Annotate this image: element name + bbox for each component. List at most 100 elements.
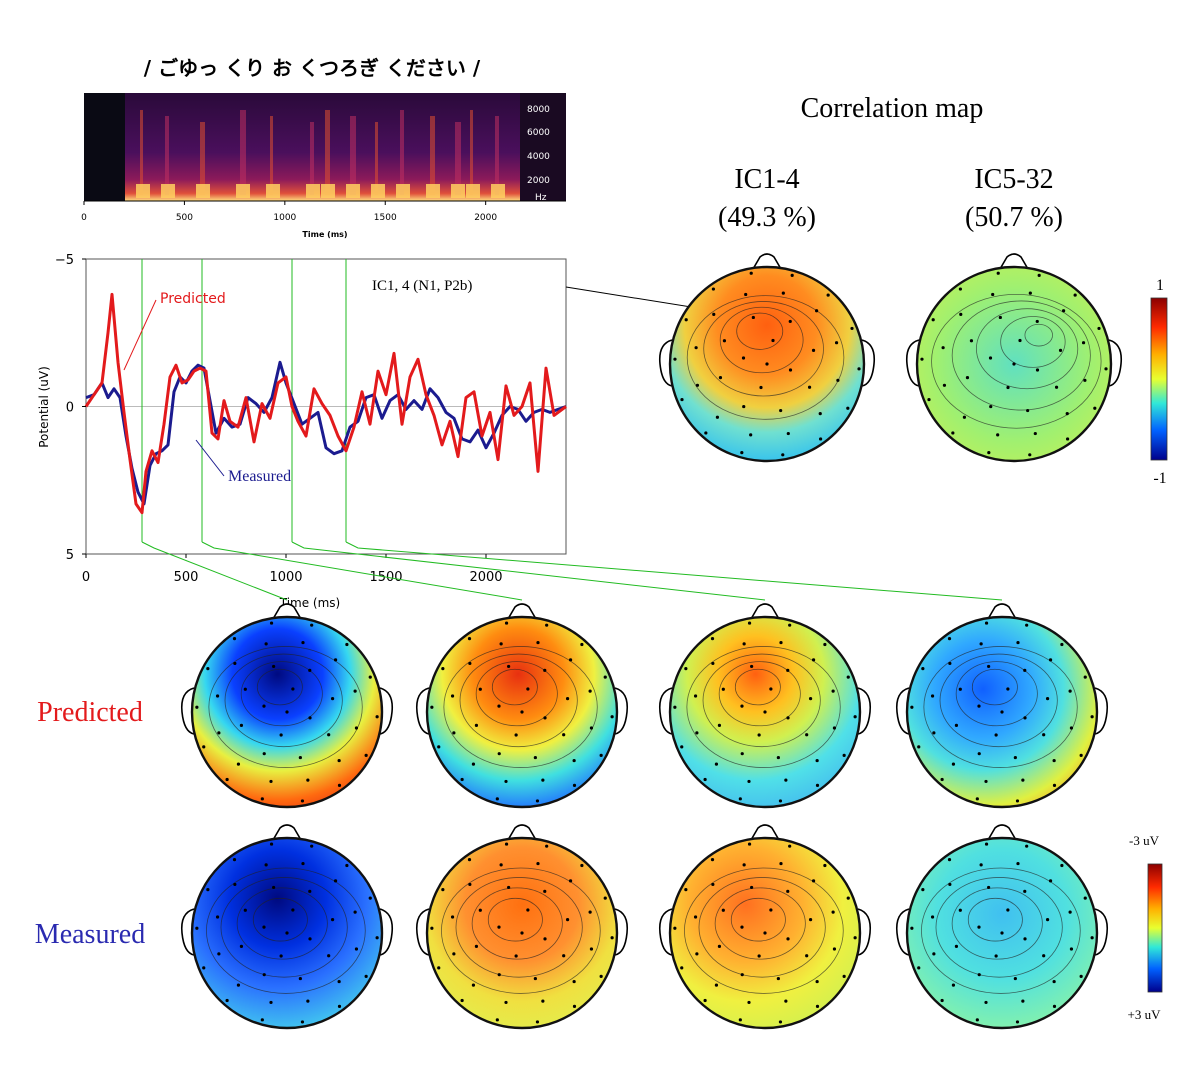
topomap-predicted-2 bbox=[415, 603, 629, 809]
contour-line bbox=[718, 661, 801, 727]
electrode-dot bbox=[354, 947, 359, 951]
electrode-dot bbox=[742, 404, 746, 409]
y-tick-label: 5 bbox=[66, 548, 74, 563]
electrode-dot bbox=[842, 974, 846, 978]
electrode-dot bbox=[786, 668, 790, 672]
electrode-dot bbox=[474, 944, 479, 948]
electrode-dot bbox=[969, 339, 974, 343]
electrode-dot bbox=[834, 341, 839, 345]
electrode-dot bbox=[541, 999, 545, 1003]
electrode-dot bbox=[749, 433, 753, 437]
electrode-dot bbox=[954, 723, 959, 727]
electrode-dot bbox=[740, 752, 744, 756]
electrode-dot bbox=[364, 974, 368, 978]
electrode-dot bbox=[375, 715, 379, 719]
electrode-dot bbox=[853, 936, 857, 940]
potential-colorbar: -3 uV +3 uV bbox=[1128, 833, 1163, 1022]
electrode-dot bbox=[749, 271, 753, 275]
spectrogram-burst bbox=[455, 122, 461, 195]
electrode-dot bbox=[269, 779, 273, 784]
electrode-dot bbox=[1021, 999, 1025, 1003]
spectrogram-low-band bbox=[396, 184, 410, 198]
spectrogram-low-band bbox=[266, 184, 280, 198]
spectrogram-low-band bbox=[491, 184, 505, 198]
electrode-dot bbox=[942, 383, 947, 387]
electrode-dot bbox=[711, 882, 715, 887]
electrode-dot bbox=[232, 857, 237, 862]
electrode-dot bbox=[499, 642, 503, 646]
electrode-dot bbox=[790, 273, 794, 277]
contour-line bbox=[487, 897, 543, 942]
marker-connector-lines bbox=[141, 541, 1003, 601]
waveform-chart: −505 0 500 1000 1500 2000 Potential (uV) Tim… bbox=[37, 253, 767, 610]
electrode-dot bbox=[744, 292, 748, 297]
contour-line bbox=[471, 887, 563, 960]
topomap-ic1-4 bbox=[658, 253, 876, 463]
nose bbox=[507, 603, 537, 620]
electrode-dot bbox=[747, 1000, 751, 1005]
electrode-dot bbox=[533, 755, 537, 760]
electrode-dot bbox=[989, 404, 993, 409]
electrode-dot bbox=[811, 879, 816, 883]
contour-line bbox=[236, 887, 328, 960]
electrode-dot bbox=[279, 733, 283, 737]
contour-line bbox=[224, 653, 343, 748]
electrode-dot bbox=[264, 642, 268, 646]
electrode-dot bbox=[603, 675, 607, 679]
electrode-dot bbox=[206, 888, 210, 892]
electrode-dot bbox=[1083, 896, 1087, 900]
electrode-dot bbox=[1058, 348, 1063, 352]
electrode-dot bbox=[977, 925, 981, 929]
electrode-dot bbox=[310, 844, 314, 848]
electrode-dot bbox=[330, 697, 335, 701]
electrode-dot bbox=[947, 857, 952, 862]
electrode-dot bbox=[781, 291, 785, 295]
electrode-dot bbox=[776, 755, 780, 760]
electrode-dot bbox=[994, 954, 998, 958]
electrode-dot bbox=[948, 882, 952, 887]
electrode-dot bbox=[353, 910, 357, 914]
potential-colorbar-bottom: +3 uV bbox=[1128, 1007, 1162, 1022]
ear-left bbox=[415, 687, 430, 735]
electrode-dot bbox=[474, 723, 479, 727]
electrode-dot bbox=[260, 797, 264, 801]
topomap-measured-4 bbox=[895, 824, 1109, 1030]
electrode-dot bbox=[987, 885, 991, 890]
spectrogram-low-band bbox=[371, 184, 385, 198]
electrode-dot bbox=[710, 636, 715, 641]
electrode-dot bbox=[1025, 844, 1029, 848]
electrode-dot bbox=[1065, 411, 1069, 416]
contour-line bbox=[1024, 323, 1053, 347]
spectrogram-low-band bbox=[451, 184, 465, 198]
electrode-dot bbox=[977, 704, 981, 708]
spectrogram-freq-unit: Hz bbox=[535, 193, 547, 203]
electrode-dot bbox=[610, 715, 614, 719]
electrode-dot bbox=[958, 287, 962, 291]
head-outline bbox=[190, 615, 384, 809]
electrode-dot bbox=[722, 339, 727, 343]
electrode-dot bbox=[808, 697, 813, 701]
electrode-dot bbox=[285, 710, 289, 714]
electrode-dot bbox=[337, 1004, 342, 1009]
electrode-dot bbox=[714, 983, 719, 987]
electrode-dot bbox=[450, 694, 455, 698]
electrode-dot bbox=[1068, 910, 1072, 914]
electrode-dot bbox=[814, 309, 819, 313]
electrode-dot bbox=[589, 726, 594, 730]
spectrogram-burst bbox=[270, 116, 273, 195]
chart-y-ticks: −5 0 5 bbox=[55, 253, 86, 563]
electrode-dot bbox=[514, 733, 518, 737]
electrode-dot bbox=[975, 797, 979, 801]
spectrogram-freq-tick-label: 8000 bbox=[527, 105, 550, 115]
electrode-dot bbox=[954, 944, 959, 948]
electrode-dot bbox=[788, 623, 792, 627]
electrode-dot bbox=[921, 888, 925, 892]
ear-right bbox=[857, 687, 872, 735]
electrode-dot bbox=[951, 983, 956, 987]
electrode-dot bbox=[831, 689, 835, 693]
electrode-dot bbox=[823, 863, 827, 868]
electrode-dot bbox=[718, 376, 723, 380]
electrode-dot bbox=[984, 1000, 988, 1005]
spectrogram-burst bbox=[375, 122, 378, 195]
electrode-dot bbox=[740, 451, 744, 455]
